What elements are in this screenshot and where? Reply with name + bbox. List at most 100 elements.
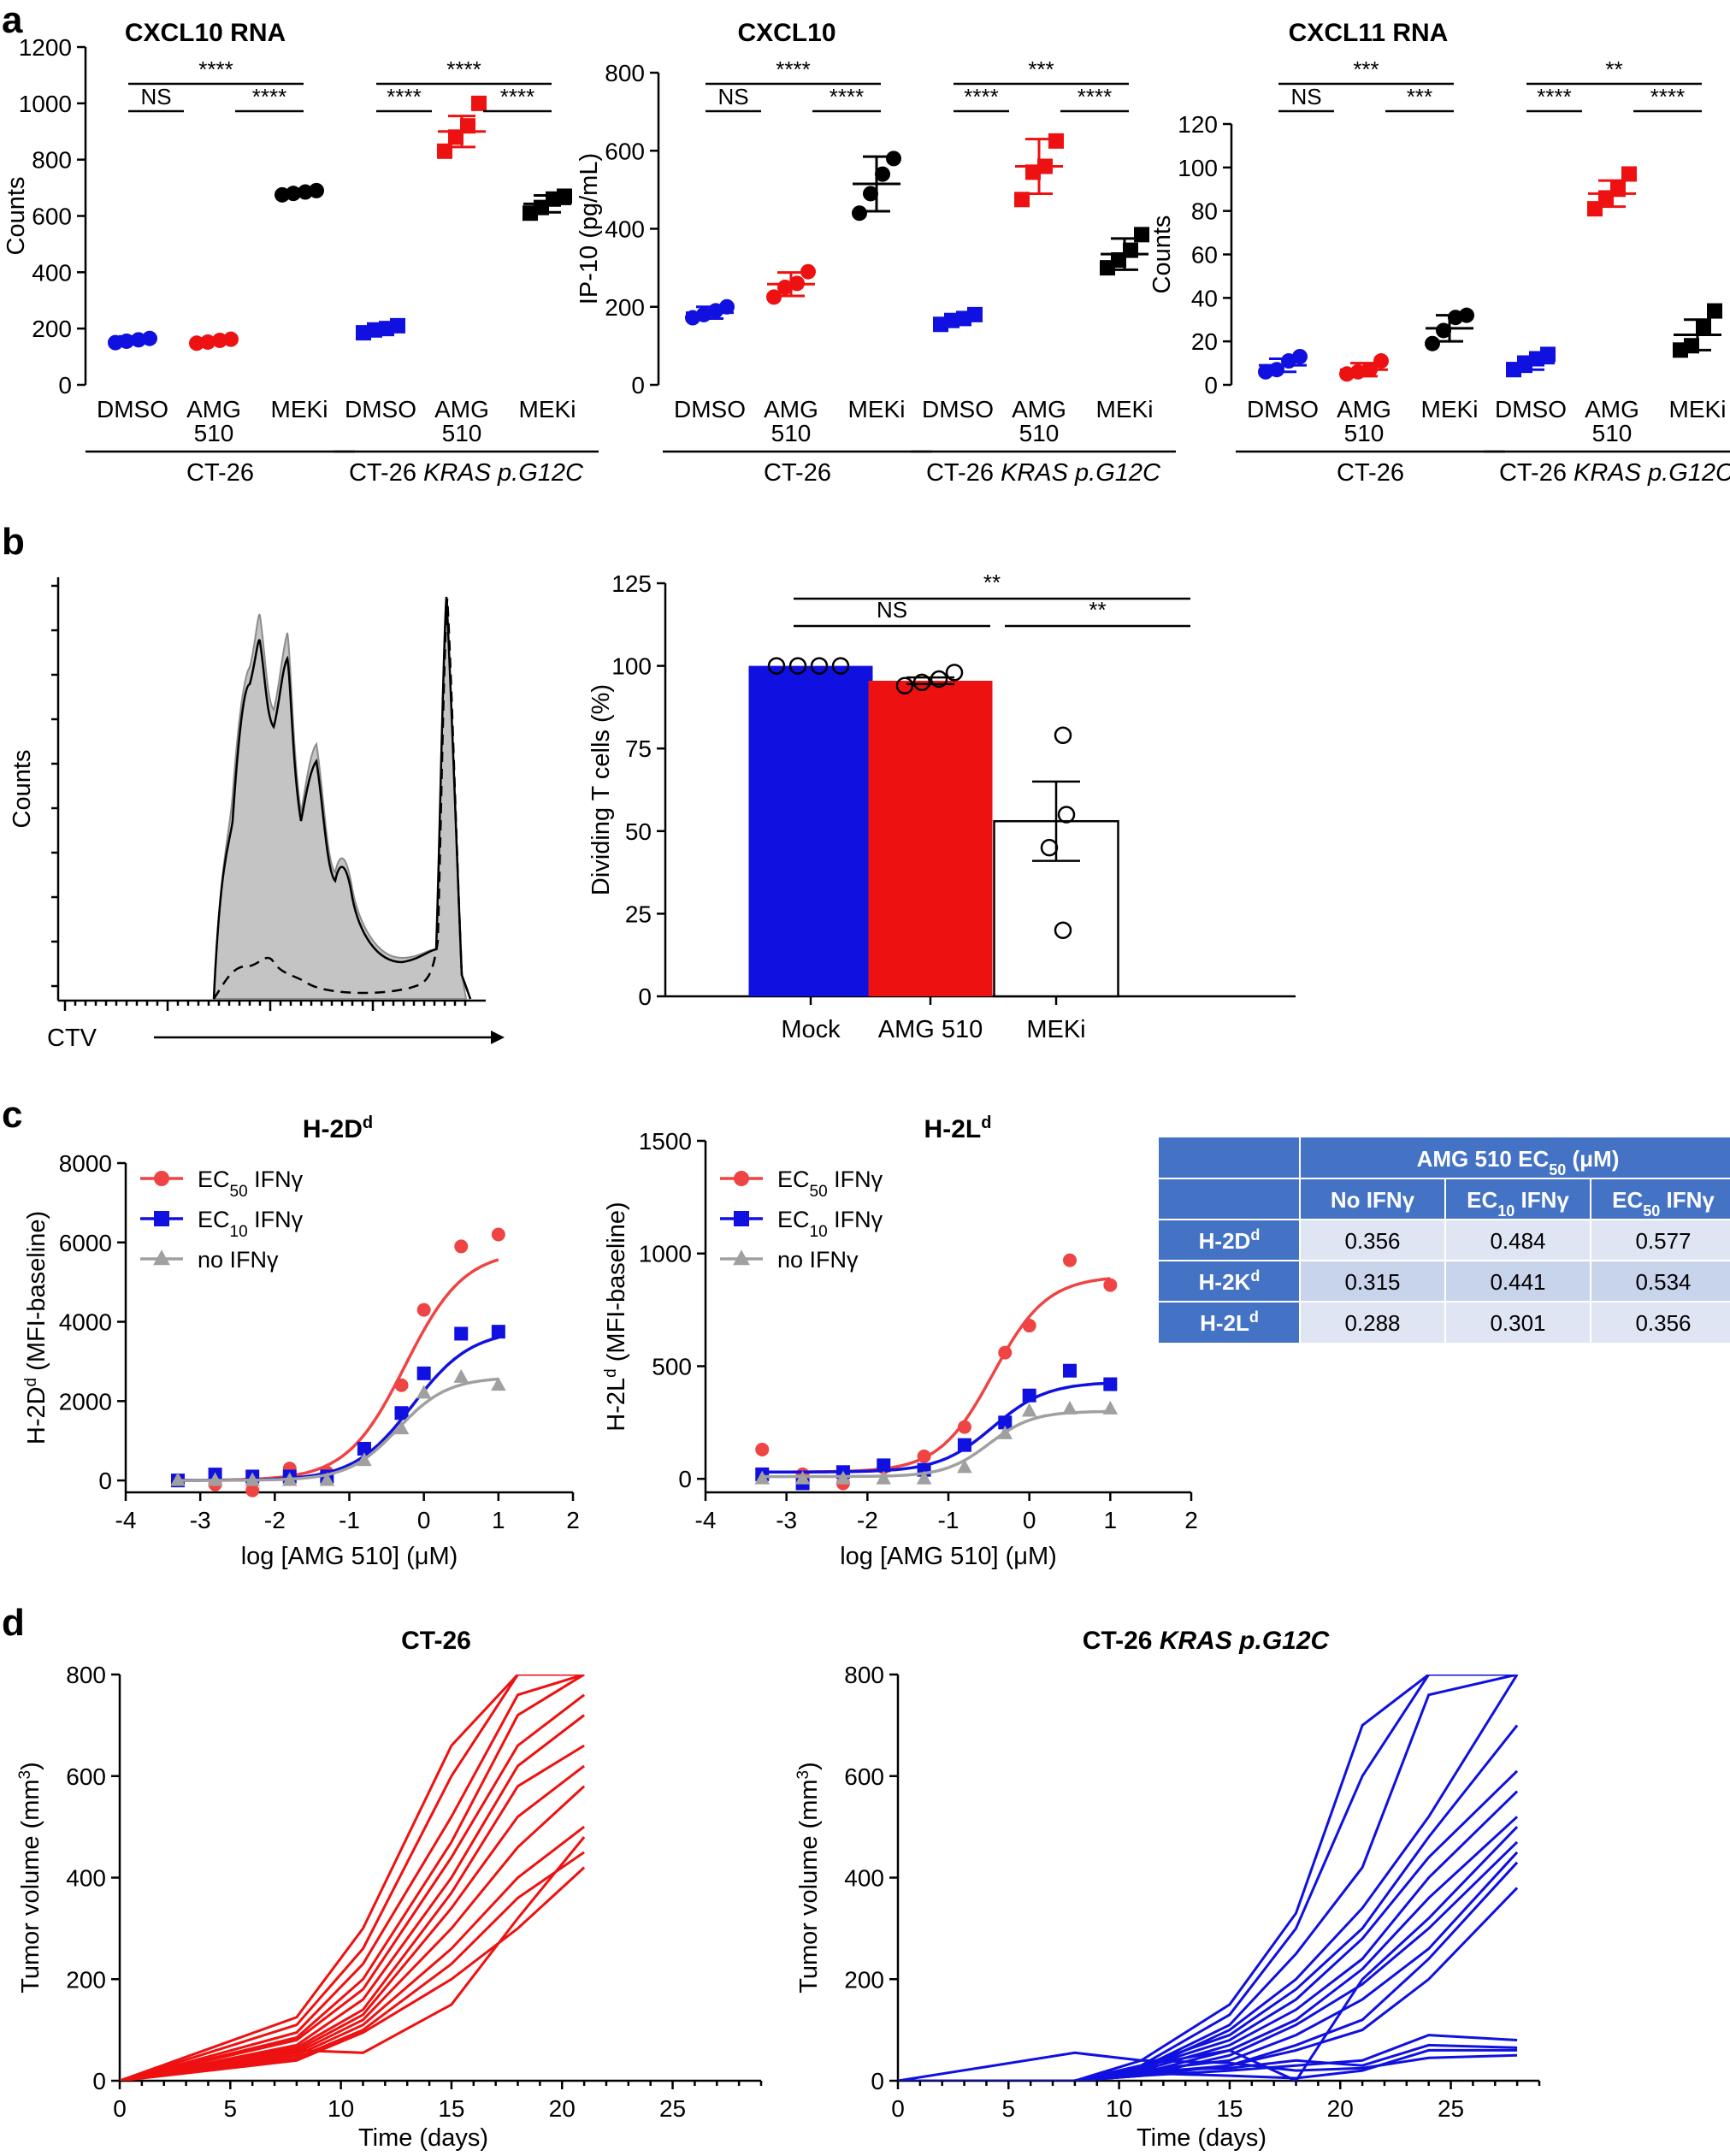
data-point [944, 312, 959, 328]
table-title-rest: (μM) [1566, 1146, 1619, 1172]
legend-label: no IFNγ [777, 1247, 859, 1273]
data-point [1610, 181, 1626, 198]
category-label: AMG 510 [878, 1016, 983, 1043]
category-label: MEKi [1421, 396, 1479, 422]
ylabel-rest: ) [17, 1762, 44, 1770]
data-point [967, 306, 983, 322]
data-point [1062, 1400, 1078, 1415]
data-point [852, 205, 867, 222]
tumor-series-line [120, 1675, 585, 2081]
data-point [1102, 1400, 1119, 1415]
data-point [170, 1472, 186, 1486]
category-label: MEKi [271, 396, 328, 422]
y-tick-label: 400 [66, 1865, 106, 1892]
panel-label-d: d [2, 1602, 25, 1644]
data-point [1040, 838, 1059, 857]
data-point [895, 676, 914, 695]
tumor-growth-d1: CT-26 0 200 400 600 800 0 5 10 15 20 25 Time (days) T… [16, 1627, 763, 2152]
fit-curve [762, 1381, 1111, 1474]
x-tick-label: 0 [113, 2095, 127, 2122]
x-tick-label: 15 [1216, 2095, 1243, 2122]
ylabel-sup: 3 [16, 1770, 34, 1780]
y-axis-label: Tumor volume (mm3) [794, 1762, 824, 1994]
x-tick-label: -3 [776, 1507, 797, 1533]
group-label: CT-26 KRAS p.G12C [349, 459, 584, 487]
y-tick-label: 125 [611, 570, 652, 597]
y-tick-label: 500 [652, 1353, 692, 1379]
data-point [394, 1378, 409, 1392]
y-tick-label: 0 [631, 372, 645, 399]
category-label: DMSO [1495, 396, 1567, 422]
ec50-table: AMG 510 EC50 (μM)No IFNγ EC10 IFNγ EC50 IF… [1159, 1137, 1730, 1343]
data-point [448, 129, 463, 145]
data-point [957, 1459, 972, 1474]
y-axis-label: H-2Dd (MFI-baseline) [22, 1211, 51, 1444]
tumor-series-line [120, 1851, 585, 2081]
fit-curve [762, 1409, 1111, 1479]
data-point [998, 1345, 1013, 1360]
data-point [357, 1452, 372, 1467]
x-tick-label: 20 [1327, 2095, 1354, 2122]
series-group [898, 1675, 1519, 2081]
y-tick-label: 600 [605, 138, 645, 164]
category-line: AMG [1012, 396, 1066, 422]
legend-ifn: IFNγ [828, 1207, 883, 1232]
x-axis-label: log [AMG 510] (μM) [241, 1543, 458, 1570]
table-title-main: AMG 510 EC [1417, 1146, 1550, 1172]
x-tick-label: 20 [549, 2095, 576, 2122]
row-label-sup: d [1250, 1267, 1260, 1285]
header-rest: IFNγ [1660, 1187, 1715, 1213]
bar-chart-dividing-t-cells: 0 25 50 75 100 125 Dividing T cells (%) Mock AMG… [587, 570, 1296, 1043]
data-point [886, 151, 901, 167]
data-point [777, 279, 793, 295]
y-tick-label: 8000 [59, 1150, 112, 1177]
category-label: MEKi [1026, 1016, 1085, 1043]
data-point [1598, 190, 1614, 206]
y-tick-label: 0 [678, 1466, 692, 1492]
x-tick-label: -1 [938, 1507, 959, 1533]
data-point [1054, 921, 1072, 939]
row-label-main: H-2L [1200, 1310, 1249, 1336]
data-point [1054, 726, 1072, 744]
y-tick-label: 600 [66, 1763, 106, 1790]
tumor-growth-d2: CT-26 KRAS p.G12C 0 200 400 600 800 0 5 10 15 20 25… [794, 1627, 1541, 2152]
significance-label: **** [1537, 84, 1571, 109]
y-tick-label: 200 [844, 1966, 884, 1993]
tumor-series-line [120, 1836, 586, 2081]
y-tick-label: 0 [638, 983, 652, 1010]
y-tick-label: 400 [32, 259, 72, 286]
data-point [437, 143, 452, 159]
x-tick-label: -2 [264, 1507, 286, 1533]
significance-label: **** [776, 56, 810, 82]
x-tick-label: 0 [417, 1507, 431, 1533]
data-point [835, 1470, 851, 1485]
legend-marker [733, 1249, 750, 1266]
group-name-italic: KRAS p.G12C [1574, 459, 1730, 487]
y-tick-label: 25 [625, 901, 652, 927]
y-tick-label: 0 [1204, 372, 1218, 399]
data-point [831, 657, 850, 675]
legend-marker [154, 1211, 169, 1226]
data-point [794, 1470, 811, 1485]
data-point [755, 1442, 770, 1456]
x-tick-label: -4 [115, 1507, 137, 1533]
table-row-label: H-2Dd [1199, 1226, 1261, 1254]
y-tick-label: 800 [844, 1662, 884, 1688]
data-point [1022, 1319, 1036, 1333]
significance-label: **** [1078, 84, 1112, 109]
ylabel-main: H-2L [603, 1378, 630, 1432]
category-label: MEKi [1096, 396, 1154, 422]
group-name-italic: KRAS p.G12C [1001, 459, 1161, 487]
y-tick-label: 75 [625, 735, 652, 762]
y-tick-label: 400 [605, 216, 645, 243]
legend-ifn: IFNγ [248, 1207, 304, 1232]
y-tick-label: 120 [1178, 111, 1218, 138]
group-name: CT-26 [186, 459, 254, 487]
y-tick-label: 100 [1178, 155, 1218, 181]
data-point [998, 1415, 1013, 1430]
table-cell: 0.534 [1635, 1269, 1691, 1295]
category-label: DMSO [1247, 396, 1319, 422]
